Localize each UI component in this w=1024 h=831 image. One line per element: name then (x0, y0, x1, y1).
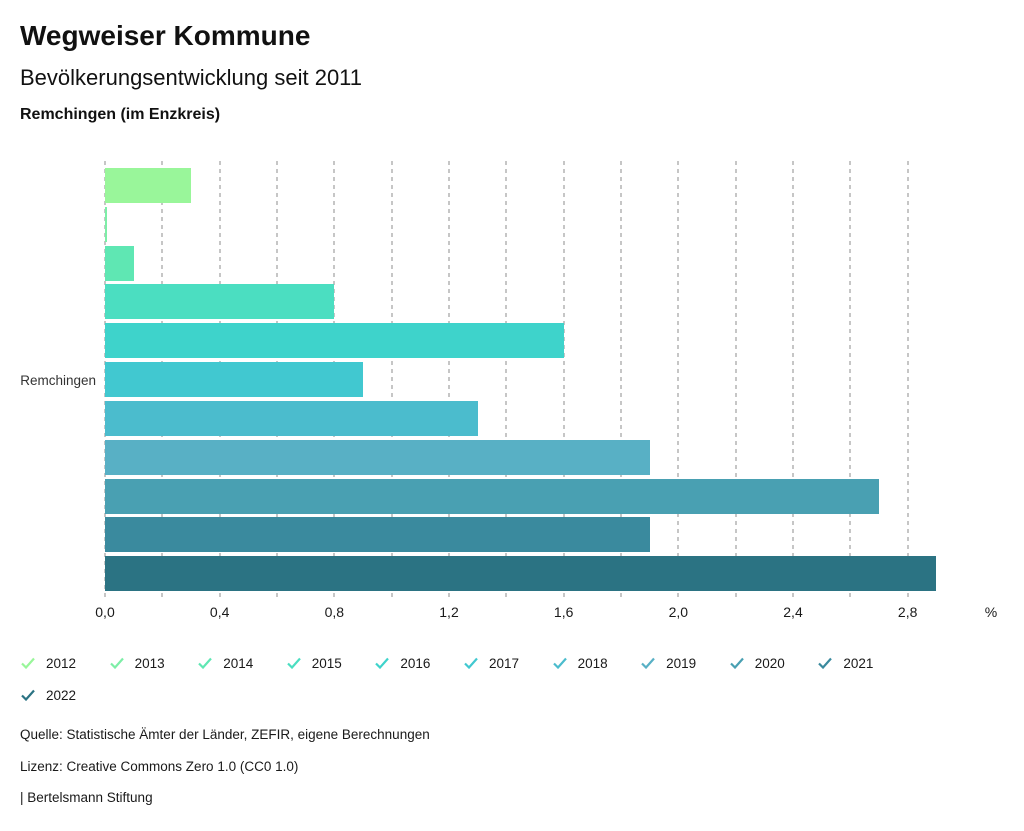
bar-2021[interactable] (105, 517, 650, 552)
region-subtitle: Remchingen (im Enzkreis) (20, 106, 221, 123)
legend-item-2018[interactable]: 2018 (552, 653, 642, 673)
vertical-gridline (849, 161, 852, 600)
source-note: Quelle: Statistische Ämter der Länder, Z… (20, 727, 430, 742)
y-axis-category-label: Remchingen (20, 373, 96, 388)
x-tick-label: 2,0 (668, 604, 689, 620)
legend-item-2017[interactable]: 2017 (464, 653, 553, 673)
bar-2012[interactable] (105, 168, 191, 203)
attribution-note: | Bertelsmann Stiftung (20, 790, 153, 805)
x-tick-label: 2,4 (783, 604, 803, 620)
bar-2014[interactable] (105, 246, 134, 281)
checkmark-icon (818, 657, 833, 669)
legend-item-label: 2014 (223, 655, 254, 671)
checkmark-icon (109, 657, 124, 669)
x-tick-label: 0,0 (95, 604, 115, 620)
legend-item-2013[interactable]: 2013 (109, 653, 199, 673)
checkmark-icon (464, 657, 478, 669)
checkmark-icon (552, 657, 567, 669)
checkmark-icon (375, 657, 390, 669)
vertical-gridline (677, 161, 680, 600)
x-tick-label: 1,6 (553, 604, 574, 620)
vertical-gridline (562, 161, 565, 600)
legend-item-2014[interactable]: 2014 (198, 653, 287, 673)
chart-legend: 2012 2013 2014 2015 2016 2017 2018 2019 2020 2021… (21, 653, 933, 705)
legend-item-2019[interactable]: 2019 (641, 653, 730, 673)
bar-2019[interactable] (105, 440, 650, 475)
vertical-gridline (390, 161, 393, 600)
x-axis-unit-label: % (984, 604, 998, 620)
x-axis-tick-labels: 0,0 0,4 0,8 1,2 1,6 2,0 2,4 2,8% (95, 604, 1020, 622)
vertical-gridline (792, 161, 794, 600)
legend-item-label: 2022 (46, 687, 77, 703)
bar-2015[interactable] (105, 284, 335, 319)
x-tick-label: 2,8 (897, 604, 918, 620)
checkmark-icon (641, 657, 655, 669)
legend-item-label: 2013 (134, 655, 165, 671)
legend-item-2012[interactable]: 2012 (21, 653, 110, 673)
bar-2022[interactable] (105, 556, 937, 591)
legend-item-label: 2020 (754, 655, 785, 671)
bar-chart-plot (104, 161, 965, 600)
bar-2016[interactable] (105, 323, 564, 358)
checkmark-icon (21, 657, 35, 669)
legend-item-label: 2018 (577, 655, 608, 671)
bar-2017[interactable] (105, 362, 363, 397)
bar-2020[interactable] (105, 479, 879, 514)
vertical-gridline (734, 161, 737, 600)
legend-item-label: 2019 (666, 655, 697, 671)
legend-item-2015[interactable]: 2015 (287, 653, 376, 673)
bar-series (105, 168, 965, 600)
legend-item-label: 2016 (400, 655, 431, 671)
legend-item-2016[interactable]: 2016 (375, 653, 464, 673)
bar-2013[interactable] (105, 207, 107, 242)
chart-title: Bevölkerungsentwicklung seit 2011 (20, 65, 363, 90)
legend-item-label: 2012 (46, 655, 77, 671)
x-tick-label: 0,4 (209, 604, 230, 620)
legend-item-2022[interactable]: 2022 (21, 685, 110, 705)
vertical-gridline (906, 161, 909, 600)
vertical-gridline (620, 161, 622, 600)
legend-item-label: 2021 (843, 655, 874, 671)
checkmark-icon (729, 657, 744, 669)
vertical-gridline (448, 161, 450, 600)
x-tick-label: 1,2 (439, 604, 459, 620)
checkmark-icon (198, 657, 213, 669)
legend-item-2020[interactable]: 2020 (729, 653, 819, 673)
legend-item-label: 2017 (488, 655, 520, 671)
checkmark-icon (287, 657, 301, 669)
legend-item-label: 2015 (311, 655, 342, 671)
bar-2018[interactable] (105, 401, 478, 436)
x-tick-label: 0,8 (324, 604, 345, 620)
vertical-gridline (505, 161, 508, 600)
license-note: Lizenz: Creative Commons Zero 1.0 (CC0 1… (20, 759, 299, 774)
page-title: Wegweiser Kommune (20, 20, 311, 51)
checkmark-icon (21, 689, 35, 701)
legend-item-2021[interactable]: 2021 (818, 653, 907, 673)
